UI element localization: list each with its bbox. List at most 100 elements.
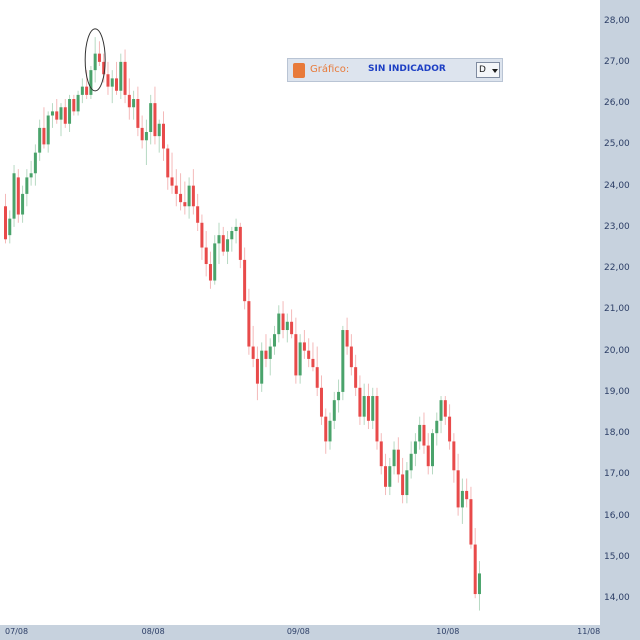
candle-body	[324, 416, 328, 442]
y-tick-label: 19,00	[604, 386, 630, 397]
candle	[324, 408, 328, 454]
candle	[260, 342, 264, 392]
candle	[285, 313, 289, 343]
y-tick-label: 15,00	[604, 551, 630, 562]
candle	[477, 561, 481, 611]
candle-body	[213, 243, 217, 281]
candle	[8, 210, 12, 244]
candle	[63, 99, 67, 128]
candle	[311, 342, 315, 372]
candle-body	[63, 107, 67, 124]
y-tick-label: 16,00	[604, 510, 630, 521]
candle	[375, 387, 379, 450]
candle	[89, 66, 93, 100]
y-tick-label: 28,00	[604, 15, 630, 26]
candle-body	[55, 111, 59, 120]
candle	[277, 305, 281, 343]
candle-body	[268, 346, 272, 359]
candle-body	[345, 330, 349, 347]
candle-body	[388, 466, 392, 487]
candle	[234, 218, 238, 244]
candle-body	[196, 206, 200, 223]
candle-body	[208, 264, 212, 281]
candle-body	[93, 53, 97, 71]
candle-body	[473, 544, 477, 595]
candle-body	[281, 313, 285, 331]
y-axis: 28,00 27,00 26,00 25,00 24,00 23,00 22,00 21,00…	[600, 0, 640, 625]
x-axis: 07/08 08/08 09/08 10/08 11/08	[0, 625, 640, 640]
candle	[255, 346, 259, 401]
candle-body	[273, 334, 277, 347]
candle	[179, 173, 183, 211]
candle	[196, 193, 200, 232]
y-tick-label: 26,00	[604, 98, 630, 109]
candle-body	[319, 387, 323, 417]
candle-body	[379, 441, 383, 467]
candle-body	[238, 226, 242, 260]
candle	[42, 107, 46, 149]
candlestick-chart	[4, 28, 481, 611]
y-tick-label: 21,00	[604, 304, 630, 315]
candle-body	[230, 231, 234, 240]
candle	[341, 325, 345, 401]
candle-body	[358, 387, 362, 417]
candle	[68, 94, 72, 133]
candle	[166, 144, 170, 190]
candle-body	[191, 185, 195, 207]
candle-body	[25, 177, 29, 194]
candle	[238, 222, 242, 269]
candle-body	[426, 445, 430, 467]
candle	[153, 86, 157, 145]
candle	[337, 379, 341, 413]
candle-body	[170, 177, 174, 186]
candle-body	[405, 470, 409, 496]
candle-body	[144, 132, 148, 141]
peak-highlight-ellipse	[84, 28, 106, 92]
candle	[465, 478, 469, 508]
candle-body	[200, 222, 204, 248]
y-tick-label: 20,00	[604, 345, 630, 356]
candle	[354, 354, 358, 397]
candle	[144, 119, 148, 166]
candle-body	[277, 313, 281, 335]
candle-body	[106, 74, 110, 87]
candle	[230, 226, 234, 252]
candle-body	[396, 449, 400, 475]
candle	[405, 462, 409, 504]
candle-body	[307, 350, 311, 359]
candle-body	[409, 453, 413, 471]
candle-body	[89, 70, 93, 95]
candle	[191, 169, 195, 215]
period-select[interactable]: D	[476, 62, 500, 78]
y-tick-label: 22,00	[604, 263, 630, 274]
y-tick-label: 17,00	[604, 469, 630, 480]
candle-body	[21, 193, 25, 215]
candle	[448, 404, 452, 450]
candle	[106, 61, 110, 95]
candle-body	[251, 346, 255, 359]
candle	[140, 115, 144, 149]
candle	[127, 78, 131, 120]
candle	[93, 37, 97, 83]
candle	[16, 169, 20, 223]
candle	[170, 152, 174, 194]
candle-body	[72, 99, 76, 112]
candle-body	[226, 239, 230, 252]
candle	[298, 334, 302, 384]
candle-body	[46, 115, 50, 145]
chevron-down-icon	[492, 69, 498, 73]
candle	[123, 49, 127, 104]
candle	[221, 226, 225, 256]
candle	[281, 301, 285, 339]
candle-body	[97, 53, 101, 62]
y-tick-label: 27,00	[604, 56, 630, 67]
candle	[409, 441, 413, 479]
indicator-label: SIN INDICADOR	[368, 64, 446, 74]
candle-body	[332, 400, 336, 421]
candle-body	[59, 107, 63, 120]
chart-type-toolbar: Gráfico: SIN INDICADOR D	[287, 58, 503, 82]
candle	[25, 169, 29, 207]
y-tick-label: 23,00	[604, 221, 630, 232]
candle	[443, 396, 447, 425]
